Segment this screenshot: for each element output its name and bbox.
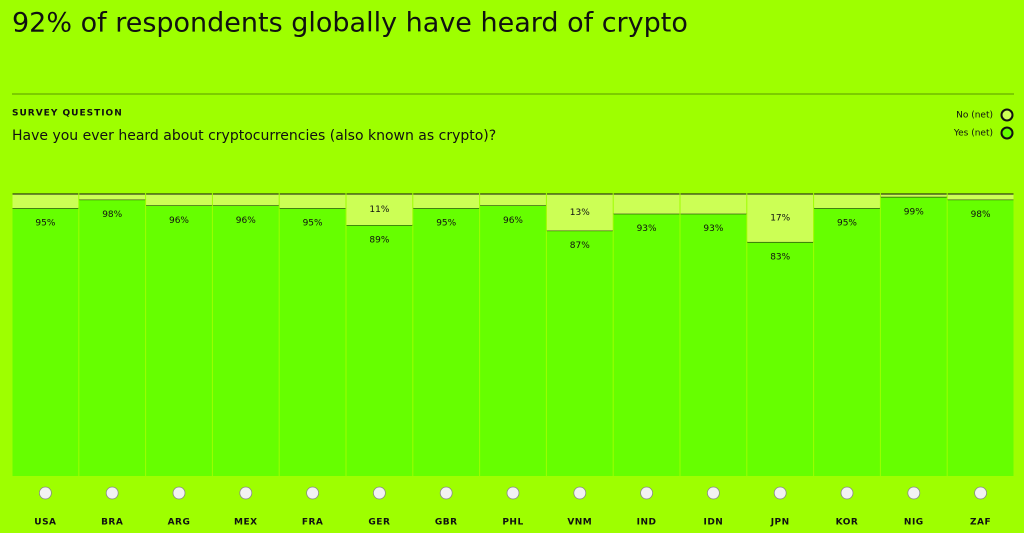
bar-segment <box>146 194 212 206</box>
bar-segment <box>814 194 880 209</box>
bar-segment <box>79 194 146 200</box>
flag-icon <box>974 486 987 500</box>
bar-segment <box>279 208 346 476</box>
value-label: 95% <box>35 219 55 229</box>
value-label: 13% <box>570 208 590 218</box>
x-tick-label: BRA <box>101 518 123 528</box>
value-label: 96% <box>236 216 256 226</box>
value-label: 96% <box>169 216 189 226</box>
bar-segment <box>546 194 613 231</box>
plot: 95% USA 98% BRA 96% ARG 96% MEX 95% FRA 89% 11% GER 9… <box>12 193 1014 528</box>
flag-icon <box>39 486 52 500</box>
bar-segment <box>212 194 279 206</box>
flag-icon <box>573 486 587 500</box>
flag-icon <box>773 486 787 500</box>
bar-segment <box>79 199 146 476</box>
value-label: 93% <box>637 224 657 234</box>
bar-segment <box>613 194 680 214</box>
bar-segment <box>947 199 1014 476</box>
bar-segment <box>880 194 947 197</box>
bar-segment <box>346 225 413 476</box>
flag-icon <box>907 486 921 500</box>
bar-segment <box>279 194 346 209</box>
bar-segment <box>680 213 747 477</box>
bar-segment <box>947 194 1014 200</box>
x-tick-label: GBR <box>435 518 458 528</box>
value-label: 95% <box>303 219 323 229</box>
value-label: 83% <box>770 252 790 262</box>
x-tick-label: PHL <box>502 518 523 528</box>
value-label: 98% <box>102 210 122 220</box>
x-tick-label: FRA <box>302 518 324 528</box>
value-label: 93% <box>703 224 723 234</box>
bar-segment <box>413 208 480 476</box>
bar-segment <box>12 194 79 209</box>
legend-swatch <box>1000 108 1014 122</box>
flag-icon <box>506 486 520 500</box>
bar-segment <box>546 230 613 476</box>
bar-segment <box>747 241 814 476</box>
section-label: SURVEY QUESTION <box>12 109 123 119</box>
value-label: 99% <box>904 207 924 217</box>
x-tick-label: IDN <box>703 518 723 528</box>
value-label: 89% <box>369 236 389 246</box>
x-tick-label: IND <box>637 518 657 528</box>
flag-icon <box>239 486 253 500</box>
subtitle: Have you ever heard about cryptocurrenci… <box>12 128 496 144</box>
x-tick-label: NIG <box>904 518 924 528</box>
x-tick-label: GER <box>368 518 390 528</box>
x-tick-label: ARG <box>168 518 191 528</box>
x-tick-label: ZAF <box>970 518 991 528</box>
flag-icon <box>640 486 653 500</box>
x-tick-label: KOR <box>836 518 859 528</box>
flag-icon <box>439 486 453 500</box>
value-label: 95% <box>837 219 857 229</box>
x-tick-label: MEX <box>234 518 258 528</box>
bar-segment <box>613 213 680 477</box>
bar-segment <box>480 194 546 206</box>
flag-icon <box>707 486 720 500</box>
legend-label: No (net) <box>956 111 993 121</box>
bar-segment <box>680 194 747 214</box>
bar-segment <box>814 208 880 476</box>
value-label: 87% <box>570 241 590 251</box>
bar-segment <box>346 194 413 226</box>
legend-label: Yes (net) <box>953 129 993 139</box>
flag-icon <box>306 486 320 500</box>
legend-swatch <box>1000 126 1014 140</box>
bar-segment <box>880 196 947 476</box>
x-tick-label: USA <box>34 518 56 528</box>
bar-segment <box>747 194 814 242</box>
x-tick-label: VNM <box>567 518 592 528</box>
flag-icon <box>372 486 386 500</box>
bar-segment <box>146 205 212 476</box>
bar-segment <box>413 194 480 209</box>
bar-segment <box>212 205 279 476</box>
value-label: 96% <box>503 216 523 226</box>
flag-icon <box>172 486 186 500</box>
x-tick-label: JPN <box>770 518 790 528</box>
chart-title: 92% of respondents globally have heard o… <box>12 8 688 39</box>
value-label: 11% <box>369 205 389 215</box>
bar-segment <box>12 208 79 476</box>
value-label: 98% <box>971 210 991 220</box>
bar-segment <box>480 205 546 476</box>
value-label: 17% <box>770 213 790 223</box>
legend: No (net) Yes (net) <box>953 108 1014 140</box>
flag-icon <box>105 486 119 500</box>
flag-icon <box>840 486 854 500</box>
value-label: 95% <box>436 219 456 229</box>
